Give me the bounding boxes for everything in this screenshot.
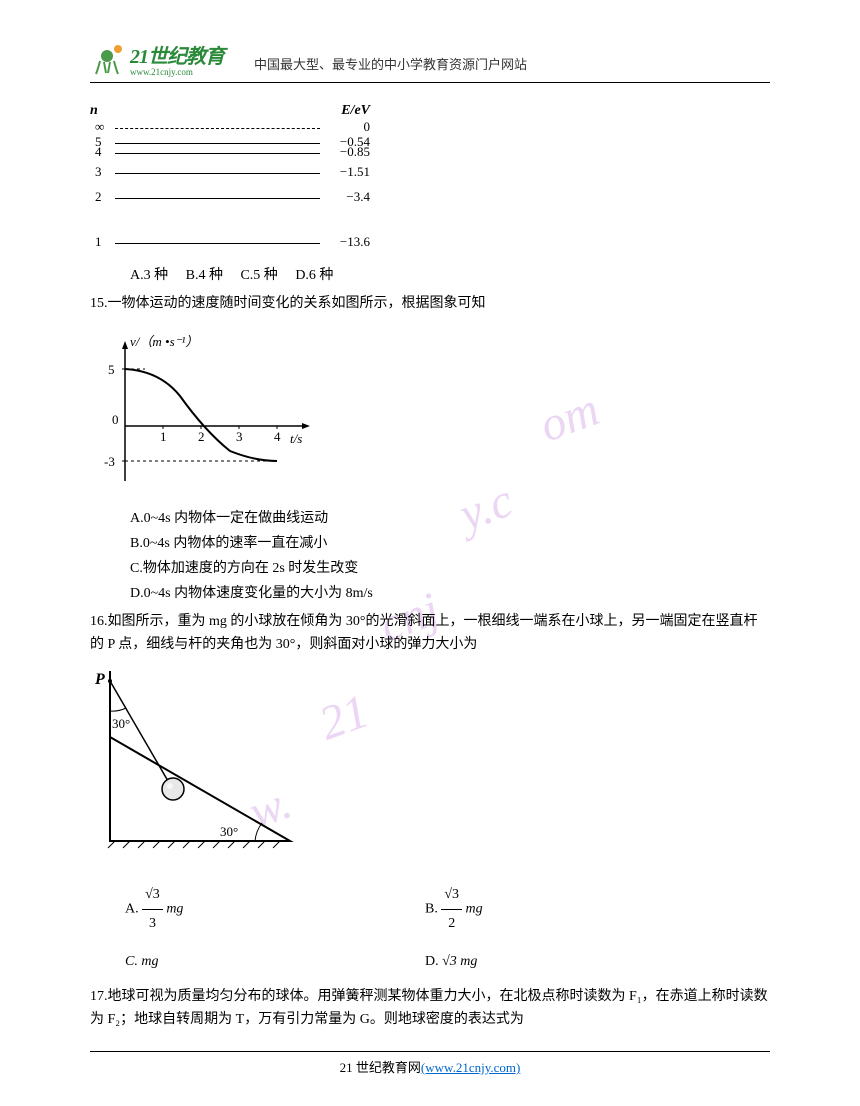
axis-label-n: n bbox=[90, 103, 98, 119]
q17-text: 17.地球可视为质量均匀分布的球体。用弹簧秤测某物体重力大小，在北极点称时读数为… bbox=[90, 986, 770, 1031]
footer-link[interactable]: (www.21cnjy.com) bbox=[421, 1060, 520, 1075]
page-header: 21世纪教育 www.21cnjy.com 中国最大型、最专业的中小学教育资源门… bbox=[90, 40, 770, 83]
level-n-1: 1 bbox=[95, 234, 102, 250]
svg-text:P: P bbox=[94, 671, 105, 688]
logo-icon bbox=[90, 41, 125, 76]
footer-text: 21 世纪教育网 bbox=[340, 1060, 421, 1075]
energy-level-diagram: n E/eV ∞ 0 5 −0.54 4 −0.85 3 −1.51 2 −3.… bbox=[90, 103, 370, 253]
q16-text: 16.如图所示，重为 mg 的小球放在倾角为 30°的光滑斜面上，一根细线一端系… bbox=[90, 611, 770, 656]
level-n-2: 2 bbox=[95, 189, 102, 205]
level-e-1: −13.6 bbox=[340, 234, 370, 250]
energy-level-2: 2 −3.4 bbox=[115, 198, 320, 199]
svg-text:0: 0 bbox=[112, 412, 119, 427]
q16-opt-d: D. √3 mg bbox=[425, 948, 725, 976]
q16-opt-c: C. mg bbox=[125, 948, 425, 976]
q14-opt-d: D.6 种 bbox=[295, 268, 333, 283]
level-e-3: −1.51 bbox=[340, 164, 370, 180]
energy-level-1: 1 −13.6 bbox=[115, 243, 320, 244]
q16-options-row2: C. mg D. √3 mg bbox=[125, 948, 770, 976]
logo-text-url: www.21cnjy.com bbox=[130, 67, 224, 77]
incline-diagram: P 30° 30° bbox=[90, 666, 310, 866]
q15-opt-b: B.0~4s 内物体的速率一直在减小 bbox=[130, 531, 770, 556]
q15-text: 15.一物体运动的速度随时间变化的关系如图所示，根据图象可知 bbox=[90, 293, 770, 315]
velocity-time-graph: v/（m •s⁻¹） t/s 5 0 -3 1 2 3 4 bbox=[90, 326, 330, 496]
q15-opt-c: C.物体加速度的方向在 2s 时发生改变 bbox=[130, 556, 770, 581]
svg-text:1: 1 bbox=[160, 429, 167, 444]
level-e-0: 0 bbox=[364, 119, 371, 135]
svg-text:4: 4 bbox=[274, 429, 281, 444]
svg-text:5: 5 bbox=[108, 362, 115, 377]
svg-text:3: 3 bbox=[236, 429, 243, 444]
energy-level-inf: ∞ 0 bbox=[115, 128, 320, 129]
level-n-4: 4 bbox=[95, 144, 102, 160]
q14-opt-a: A.3 种 bbox=[130, 268, 168, 283]
q14-options: A.3 种 B.4 种 C.5 种 D.6 种 bbox=[130, 263, 770, 288]
svg-text:30°: 30° bbox=[220, 824, 238, 839]
page-footer: 21 世纪教育网(www.21cnjy.com) bbox=[90, 1051, 770, 1076]
q16-opt-a: A. √33 mg bbox=[125, 881, 425, 938]
axis-label-e: E/eV bbox=[341, 103, 370, 119]
q14-opt-b: B.4 种 bbox=[186, 268, 223, 283]
svg-text:30°: 30° bbox=[112, 716, 130, 731]
q16-opt-b: B. √32 mg bbox=[425, 881, 725, 938]
energy-level-5: 5 −0.54 bbox=[115, 143, 320, 144]
level-e-4: −0.85 bbox=[340, 144, 370, 160]
q15-opt-d: D.0~4s 内物体速度变化量的大小为 8m/s bbox=[130, 581, 770, 606]
energy-level-4: 4 −0.85 bbox=[115, 153, 320, 154]
svg-text:-3: -3 bbox=[104, 454, 115, 469]
logo-text-cn: 21世纪教育 bbox=[130, 46, 224, 68]
q14-opt-c: C.5 种 bbox=[240, 268, 277, 283]
level-n-inf: ∞ bbox=[95, 119, 104, 135]
header-subtitle: 中国最大型、最专业的中小学教育资源门户网站 bbox=[254, 54, 527, 73]
q15-opt-a: A.0~4s 内物体一定在做曲线运动 bbox=[130, 506, 770, 531]
vt-xlabel: t/s bbox=[290, 431, 302, 446]
level-n-3: 3 bbox=[95, 164, 102, 180]
logo: 21世纪教育 www.21cnjy.com bbox=[90, 40, 224, 77]
q16-options-row1: A. √33 mg B. √32 mg bbox=[125, 881, 770, 938]
svg-text:2: 2 bbox=[198, 429, 205, 444]
energy-level-3: 3 −1.51 bbox=[115, 173, 320, 174]
vt-ylabel: v/（m •s⁻¹） bbox=[130, 334, 198, 349]
level-e-2: −3.4 bbox=[346, 189, 370, 205]
